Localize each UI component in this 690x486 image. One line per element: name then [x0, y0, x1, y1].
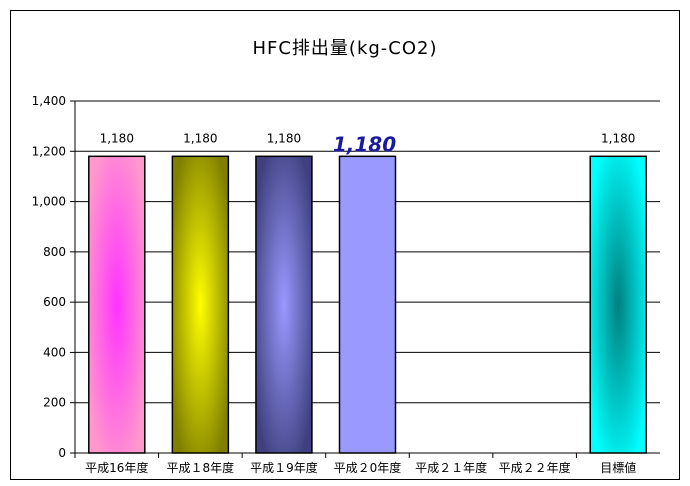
y-tick-label: 0: [58, 446, 66, 460]
bar: [338, 155, 397, 454]
y-tick-label: 1,000: [32, 195, 66, 209]
y-tick-label: 400: [43, 345, 66, 359]
y-tick-label: 200: [43, 396, 66, 410]
data-label: 1,180: [601, 131, 635, 145]
x-category-label: 平成２２年度: [499, 460, 571, 475]
x-category-label: 平成１9年度: [250, 460, 318, 475]
y-tick-label: 600: [43, 295, 66, 309]
x-category-label: 平成２１年度: [415, 460, 487, 475]
y-tick-label: 1,200: [32, 144, 66, 158]
x-category-label: 目標値: [600, 460, 636, 475]
x-category-label: 平成２0年度: [334, 460, 402, 475]
y-tick-label: 1,400: [32, 94, 66, 108]
bar: [589, 155, 647, 454]
bar: [255, 155, 313, 454]
bar: [88, 155, 146, 454]
y-tick-label: 800: [43, 245, 66, 259]
data-label: 1,180: [333, 132, 396, 156]
data-label: 1,180: [183, 131, 217, 145]
x-category-label: 平成16年度: [85, 460, 148, 475]
data-label: 1,180: [100, 131, 134, 145]
chart-title: HFC排出量(kg-CO2): [252, 38, 438, 59]
x-category-label: 平成１8年度: [167, 460, 235, 475]
bar: [171, 155, 230, 454]
data-label: 1,180: [267, 131, 301, 145]
